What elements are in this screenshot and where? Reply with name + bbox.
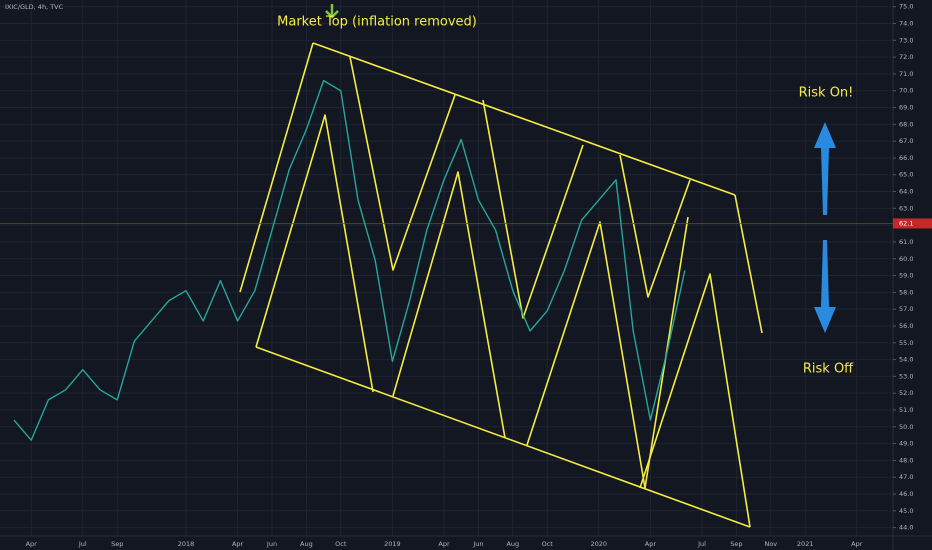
x-tick-label: Aug <box>300 540 313 548</box>
x-tick-label: Sep <box>730 540 742 548</box>
risk-arrows <box>814 122 836 333</box>
price-label: 62.1 <box>899 219 913 227</box>
y-tick-label: 60.0 <box>899 255 913 263</box>
drawings <box>239 42 763 528</box>
zigzag <box>392 171 506 439</box>
y-tick-label: 67.0 <box>899 137 913 145</box>
zigzag <box>619 154 691 298</box>
y-tick-label: 68.0 <box>899 120 913 128</box>
x-tick-label: Sep <box>111 540 123 548</box>
x-tick-label: Nov <box>764 540 777 548</box>
y-tick-label: 47.0 <box>899 473 913 481</box>
zigzag <box>349 56 456 271</box>
y-tick-label: 63.0 <box>899 204 913 212</box>
y-tick-label: 74.0 <box>899 20 913 28</box>
y-tick-label: 61.0 <box>899 238 913 246</box>
y-tick-label: 73.0 <box>899 36 913 44</box>
y-tick-label: 51.0 <box>899 406 913 414</box>
y-tick-label: 75.0 <box>899 3 913 11</box>
x-tick-label: Apr <box>851 540 863 548</box>
x-tick-label: 2018 <box>178 540 195 548</box>
x-tick-label: 2021 <box>797 540 814 548</box>
y-tick-label: 66.0 <box>899 154 913 162</box>
y-tick-label: 72.0 <box>899 53 913 61</box>
x-tick-label: Aug <box>506 540 519 548</box>
zigzag <box>482 99 584 319</box>
x-tick-label: Jul <box>697 540 706 548</box>
y-tick-label: 48.0 <box>899 456 913 464</box>
y-tick-label: 56.0 <box>899 322 913 330</box>
y-tick-label: 44.0 <box>899 524 913 532</box>
annotation: Market Top (inflation removed) <box>277 15 477 30</box>
x-tick-label: Apr <box>645 540 657 548</box>
y-tick-label: 53.0 <box>899 372 913 380</box>
y-tick-label: 49.0 <box>899 440 913 448</box>
y-tick-label: 58.0 <box>899 288 913 296</box>
chart-title: IXIC/GLD, 4h, TVC <box>5 3 64 11</box>
x-tick-label: Apr <box>232 540 244 548</box>
x-tick-label: 2020 <box>591 540 608 548</box>
y-tick-label: 46.0 <box>899 490 913 498</box>
grid-layer <box>0 0 893 536</box>
green-arrow <box>325 4 339 19</box>
x-tick-label: Jun <box>266 540 277 548</box>
x-tick-label: Oct <box>335 540 347 548</box>
zigzag <box>239 42 314 293</box>
x-tick-label: Apr <box>438 540 450 548</box>
y-tick-label: 65.0 <box>899 171 913 179</box>
y-tick-label: 59.0 <box>899 272 913 280</box>
annotation: Risk On! <box>799 86 854 101</box>
y-tick-label: 70.0 <box>899 87 913 95</box>
y-tick-label: 54.0 <box>899 356 913 364</box>
annotation: Risk Off <box>803 362 854 377</box>
zigzag <box>526 221 646 489</box>
channel-top <box>312 42 736 196</box>
y-tick-label: 69.0 <box>899 104 913 112</box>
x-tick-label: Oct <box>542 540 554 548</box>
y-tick-label: 50.0 <box>899 423 913 431</box>
price-line-series <box>13 79 686 441</box>
y-tick-label: 45.0 <box>899 507 913 515</box>
zigzag <box>639 273 751 528</box>
channel-bottom <box>255 346 751 528</box>
x-tick-label: 2019 <box>384 540 401 548</box>
zigzag <box>734 194 763 334</box>
y-tick-label: 71.0 <box>899 70 913 78</box>
y-tick-label: 64.0 <box>899 188 913 196</box>
y-tick-label: 55.0 <box>899 339 913 347</box>
x-tick-label: Jun <box>472 540 483 548</box>
y-tick-label: 57.0 <box>899 305 913 313</box>
zigzag <box>255 114 374 393</box>
price-tag <box>893 218 932 229</box>
x-tick-label: Jul <box>78 540 87 548</box>
y-tick-label: 52.0 <box>899 389 913 397</box>
x-tick-label: Apr <box>26 540 38 548</box>
